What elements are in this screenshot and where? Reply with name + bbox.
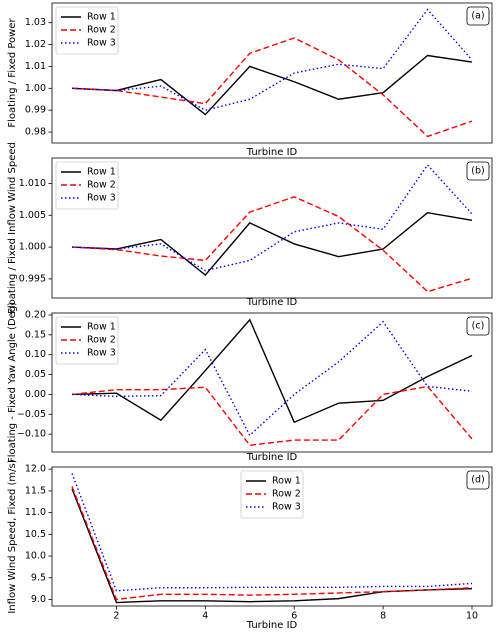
legend-label: Row 1 (272, 476, 301, 487)
legend-label: Row 3 (87, 38, 116, 49)
x-axis-label: Turbine ID (246, 147, 298, 158)
annotation-box (466, 470, 490, 490)
legend-label: Row 3 (87, 348, 116, 359)
y-tick-label: 1.005 (19, 210, 46, 221)
y-tick-label: 1.00 (25, 83, 46, 94)
legend-box (55, 6, 119, 55)
annotation: (d) (471, 475, 484, 486)
legend-label: Row 1 (87, 167, 116, 178)
series-line (71, 196, 473, 293)
x-tick-label: 8 (380, 611, 386, 622)
y-tick-label: 1.010 (19, 178, 46, 189)
y-tick-label: −0.05 (17, 409, 46, 420)
y-tick-label: 1.02 (25, 39, 46, 50)
x-tick-label: 6 (291, 611, 297, 622)
legend-label: Row 2 (87, 25, 116, 36)
y-axis-label: Floating / Fixed Inflow Wind Speed (7, 142, 18, 314)
y-tick-label: −0.10 (17, 429, 46, 440)
series-line (71, 8, 473, 111)
series-line (71, 37, 473, 138)
legend-label: Row 2 (87, 335, 116, 346)
legend-box (55, 161, 119, 210)
series-line (71, 318, 473, 424)
y-tick-label: 0.995 (19, 273, 46, 284)
x-tick-label: 10 (466, 611, 478, 622)
plot-frame (51, 2, 493, 144)
y-tick-label: 1.000 (19, 242, 46, 253)
annotation: (b) (471, 166, 484, 177)
series-line (71, 211, 473, 277)
plot-frame (51, 312, 493, 453)
legend-box (55, 316, 119, 365)
legend-label: Row 1 (87, 322, 116, 333)
annotation: (c) (472, 321, 485, 332)
x-tick-label: 4 (202, 611, 208, 622)
y-tick-label: 0.15 (25, 329, 46, 340)
legend-label: Row 2 (87, 180, 116, 191)
y-tick-label: 12.0 (25, 464, 46, 475)
y-axis-label: Floating / Fixed Power (7, 18, 18, 128)
y-axis-label: Inflow Wind Speed, Fixed (m/s) (7, 459, 18, 613)
y-tick-label: 0.99 (25, 105, 46, 116)
x-axis-label: Turbine ID (246, 620, 298, 631)
series-line (71, 320, 473, 437)
y-tick-label: 1.03 (25, 17, 46, 28)
y-axis-label: Floating - Fixed Yaw Angle (Deg) (7, 302, 18, 463)
x-axis-label: Turbine ID (246, 297, 298, 308)
annotation: (a) (471, 11, 484, 22)
series-line (71, 486, 473, 601)
annotation-box (466, 6, 490, 26)
y-tick-label: 0.20 (25, 309, 46, 320)
legend-label: Row 1 (87, 12, 116, 23)
y-tick-label: 0.00 (25, 389, 46, 400)
annotation-box (466, 316, 490, 336)
plot-frame (51, 466, 493, 607)
y-tick-label: 11.5 (25, 485, 46, 496)
series-line (71, 473, 473, 592)
legend-label: Row 3 (272, 502, 301, 513)
plot-frame (51, 157, 493, 299)
series-line (71, 54, 473, 116)
y-tick-label: 9.5 (31, 572, 46, 583)
y-tick-label: 10.0 (25, 551, 46, 562)
legend-box (240, 470, 304, 519)
series-line (71, 163, 473, 272)
annotation-box (466, 161, 490, 181)
x-tick-label: 2 (113, 611, 119, 622)
y-tick-label: 1.01 (25, 61, 46, 72)
legend-label: Row 2 (272, 489, 301, 500)
y-tick-label: 11.0 (25, 507, 46, 518)
x-axis-label: Turbine ID (246, 452, 298, 463)
series-line (71, 385, 473, 446)
y-tick-label: 0.10 (25, 349, 46, 360)
legend-label: Row 3 (87, 193, 116, 204)
y-tick-label: 10.5 (25, 529, 46, 540)
y-tick-label: 0.98 (25, 127, 46, 138)
y-tick-label: 9.0 (31, 594, 46, 605)
y-tick-label: 0.05 (25, 369, 46, 380)
